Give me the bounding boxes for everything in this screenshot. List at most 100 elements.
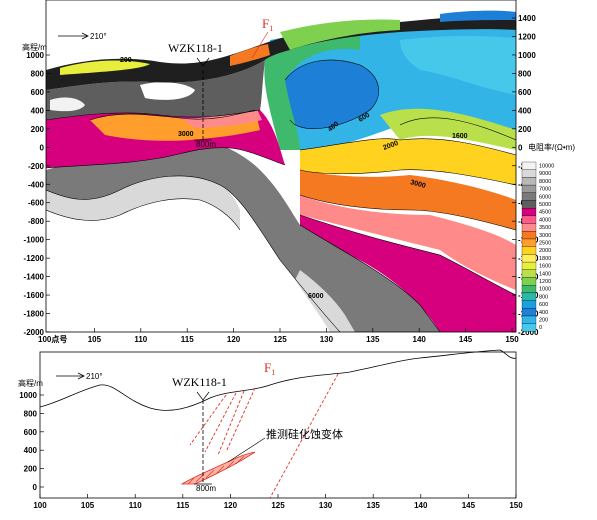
resistivity-plot [46,10,516,332]
zone-green [264,33,360,150]
y-tick-label: 0 [40,143,45,152]
y-tick-label: -1000 [24,236,45,245]
x-tick-label: 125 [273,335,287,344]
bottom-x-ticks: 100 105 110 115 120 125 130 135 140 145 150 [33,494,523,510]
x-tick-label: 100 [33,501,47,510]
legend-swatch [521,177,537,186]
y-axis-label-top: 高程/m [22,42,47,52]
legend-value: 3500 [539,225,551,231]
y-tick-label: -800 [28,217,45,226]
legend-swatch [521,169,537,178]
x-tick-label: 145 [462,501,476,510]
legend-value: 200 [539,318,548,324]
y-tick-label: -1800 [24,310,45,319]
fault-lines [189,373,339,499]
x-tick-label: 135 [366,335,380,344]
legend-swatch [521,231,537,240]
x-tick-label: 125 [271,501,285,510]
azimuth-arrow-top [58,32,89,40]
silicified-body [180,451,256,485]
legend-value: 2000 [539,248,551,254]
y-tick-label: -1400 [24,273,45,282]
legend-value: 8000 [539,179,551,185]
fault-label-top: F1 [262,16,273,33]
y-tick-label: 800 [518,69,532,78]
y-axis-label-bottom: 高程/m [18,378,43,388]
legend-swatch [521,323,537,332]
y-tick-label: 400 [518,106,532,115]
x-tick-label: 130 [319,501,333,510]
legend-value: 5000 [539,202,551,208]
y-tick-label: 800 [24,409,38,418]
legend-swatch [521,215,537,224]
contour-label: 3000 [409,179,426,190]
zone-magenta [300,215,516,332]
legend-swatch [521,254,537,263]
x-tick-label: 105 [88,335,102,344]
annotation-silicified: 推测硅化蚀变体 [266,427,343,441]
borehole-marker-bottom [196,391,210,401]
legend-swatch [521,161,537,170]
y-tick-label: 200 [518,125,532,134]
resistivity-legend: 1000090008000700060005000450040003500300… [521,161,554,332]
annotation-leader [227,437,266,463]
fault-label-bottom: F1 [264,360,275,377]
x-tick-label: 140 [414,501,428,510]
x-tick-label: 150 [505,335,519,344]
y-tick-label: -1200 [24,254,45,263]
zone-yellowgreen [380,108,516,150]
legend-swatch [521,285,537,294]
legend-swatch [521,269,537,278]
legend-value: 1800 [539,256,551,262]
zone-blue-dark [285,60,379,129]
zone-orange-upper [90,110,260,141]
y-tick-label: 800 [31,69,45,78]
bottom-y-ticks: 1000 800 600 400 200 0 [19,391,44,492]
legend-value: 6000 [539,194,551,200]
contour-label: 200 [120,57,132,64]
contour-label: 3000 [178,131,194,138]
zone-white-lens [140,82,195,100]
x-first-label: 100点号 [38,334,67,344]
zone-surface-green [280,19,400,50]
y-tick-label: -2000 [24,328,45,337]
legend-value: 800 [539,294,548,300]
contour-label: 1600 [452,133,468,140]
y-tick-label: 0 [33,483,38,492]
x-tick-label: 115 [181,335,194,344]
legend-swatch [521,184,537,193]
y-tick-label: 1000 [26,51,44,60]
legend-value: 3000 [539,233,551,239]
zone-surface-orange [230,44,270,66]
y-tick-label: 400 [24,446,38,455]
legend-value: 1200 [539,279,551,285]
top-x-ticks: 100点号 105 110 115 120 125 130 135 140 145 150 [38,328,519,344]
y-tick-label: -2000 [518,328,539,337]
legend-swatch [521,300,537,309]
zone-white-lens-2 [50,97,85,112]
depth-mark-top: 800m [196,140,216,149]
legend-swatch [521,192,537,201]
y-tick-label: 1000 [19,391,37,400]
zone-surface-yellow [60,60,150,75]
contour-lines [46,59,516,332]
zone-orange [300,170,516,230]
x-tick-label: 110 [134,335,147,344]
legend-swatch [521,308,537,317]
legend-value: 400 [539,310,548,316]
legend-swatch [521,223,537,232]
azimuth-label-bottom: 210° [86,372,103,381]
y-tick-label: 200 [24,465,38,474]
contour-label: 2000 [382,140,399,152]
contour-label: 6000 [308,293,324,300]
y-tick-label: 600 [518,88,532,97]
legend-swatch [521,292,537,301]
legend-value: 2500 [539,241,551,247]
fault-leader-top [251,31,269,59]
zone-cyan [400,35,516,95]
bottom-plot-frame [39,351,517,499]
depth-mark-bottom: 800m [196,484,216,493]
legend-title: 电阻率/(Ω•m) [528,142,575,152]
top-y-ticks-left: 1000 800 600 400 200 0 -200 -400 -600 -800 -1000 -1… [24,51,50,337]
